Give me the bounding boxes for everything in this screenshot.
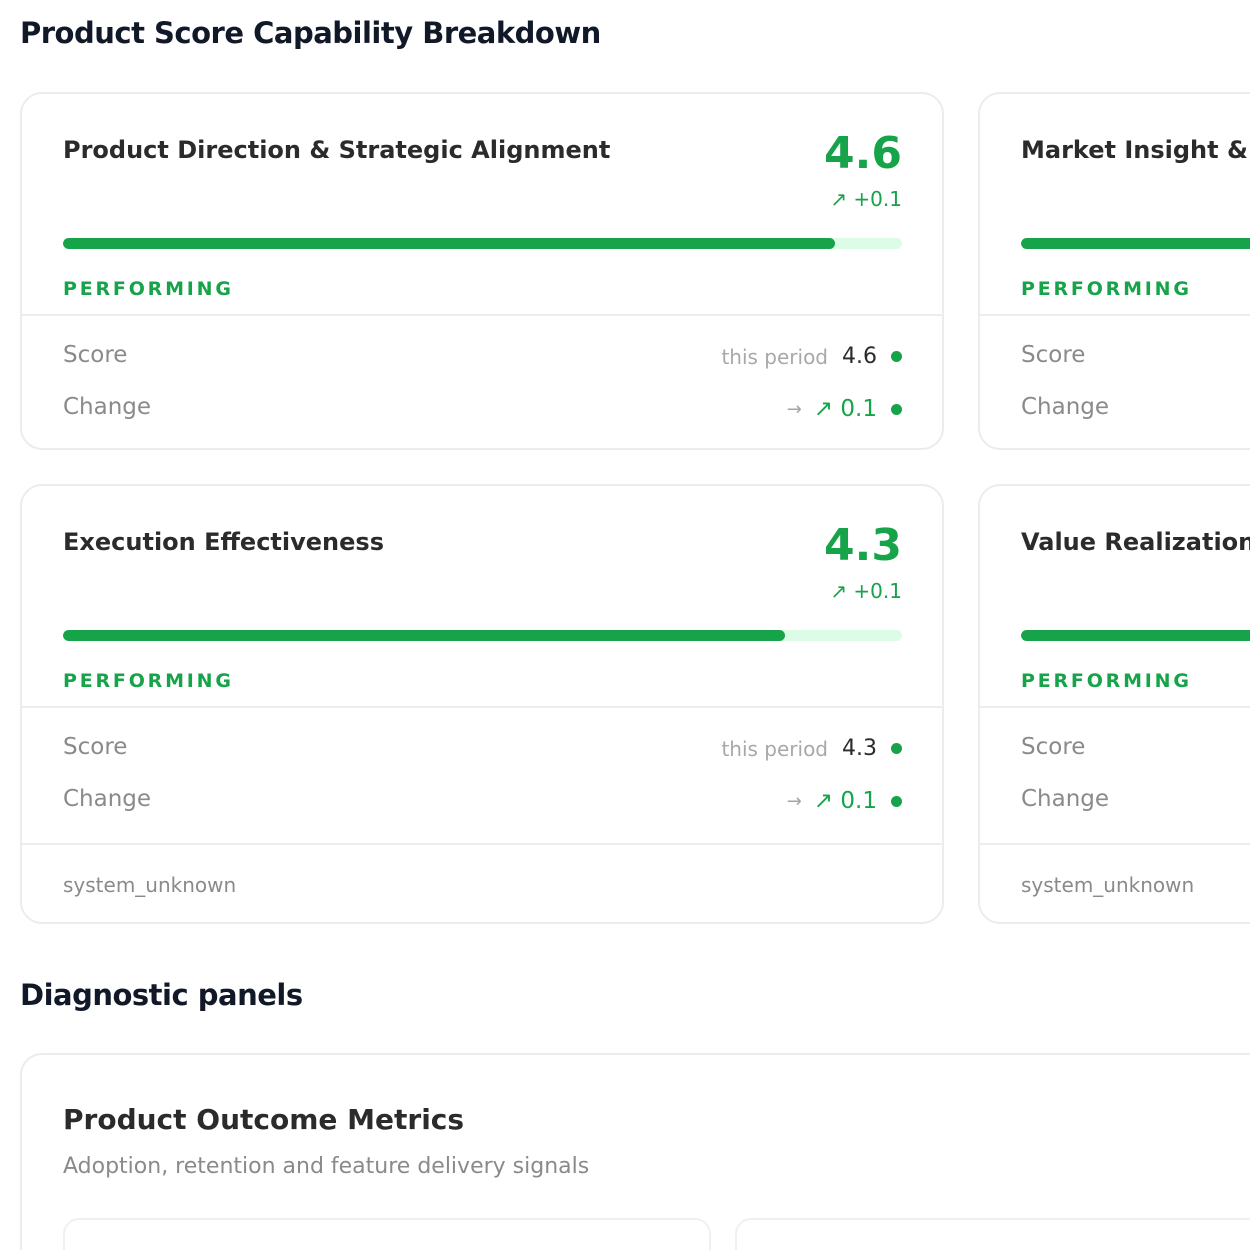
card-delta: ↗ +0.1 [830, 579, 902, 603]
status-dot-icon [891, 403, 902, 415]
progress-fill [1021, 238, 1250, 249]
divider [980, 706, 1250, 708]
score-label: Score [1021, 734, 1086, 760]
score-label: Score [63, 342, 128, 368]
progress-fill [63, 630, 785, 641]
change-label: Change [63, 394, 152, 420]
card-score: 4.3 [824, 520, 902, 571]
divider [980, 843, 1250, 845]
score-value: 4.3 [842, 736, 877, 761]
score-label: Score [63, 734, 128, 760]
diagnostic-panel-product-outcome: Product Outcome Metrics Adoption, retent… [20, 1053, 1250, 1250]
metric-card[interactable] [63, 1218, 711, 1250]
score-label: Score [1021, 342, 1086, 368]
status-label: PERFORMING [63, 278, 234, 300]
change-row: Change [1021, 394, 1250, 424]
progress-track [63, 238, 902, 249]
card-footer-source: system_unknown [63, 873, 237, 897]
card-footer-source: system_unknown [1021, 873, 1195, 897]
card-title: Execution Effectiveness [63, 528, 384, 556]
status-dot-icon [891, 795, 902, 807]
period-label: this period [721, 736, 828, 761]
capability-card-market-insight[interactable]: Market Insight & S PERFORMING Score Chan… [978, 92, 1250, 450]
card-delta: ↗ +0.1 [830, 187, 902, 211]
score-row: Score [1021, 342, 1250, 372]
diagnostic-section-title: Diagnostic panels [20, 978, 303, 1012]
change-row: Change → ↗ 0.1 [63, 786, 902, 816]
status-label: PERFORMING [63, 670, 234, 692]
change-row: Change → ↗ 0.1 [63, 394, 902, 424]
progress-track [1021, 630, 1250, 641]
progress-track [63, 630, 902, 641]
panel-subtitle: Adoption, retention and feature delivery… [63, 1154, 590, 1179]
change-label: Change [1021, 394, 1110, 420]
card-score: 4.6 [824, 128, 902, 179]
change-label: Change [1021, 786, 1110, 812]
change-value: ↗ 0.1 [813, 396, 877, 422]
capability-card-execution-effectiveness[interactable]: Execution Effectiveness 4.3 ↗ +0.1 PERFO… [20, 484, 944, 924]
card-title: Product Direction & Strategic Alignment [63, 136, 611, 164]
panel-title: Product Outcome Metrics [63, 1103, 465, 1136]
status-label: PERFORMING [1021, 278, 1192, 300]
change-value: ↗ 0.1 [813, 788, 877, 814]
change-label: Change [63, 786, 152, 812]
score-row: Score [1021, 734, 1250, 764]
progress-fill [1021, 630, 1250, 641]
score-value: 4.6 [842, 344, 877, 369]
capability-card-product-direction[interactable]: Product Direction & Strategic Alignment … [20, 92, 944, 450]
status-dot-icon [891, 743, 902, 754]
change-row: Change [1021, 786, 1250, 816]
arrow-right-icon: → [786, 398, 802, 420]
metric-card[interactable] [735, 1218, 1250, 1250]
card-title: Market Insight & S [1021, 136, 1250, 164]
status-dot-icon [891, 351, 902, 362]
divider [980, 314, 1250, 316]
score-row: Score this period 4.6 [63, 342, 902, 372]
divider [22, 314, 942, 316]
status-label: PERFORMING [1021, 670, 1192, 692]
progress-track [1021, 238, 1250, 249]
divider [22, 843, 942, 845]
capability-card-value-realization[interactable]: Value Realization & PERFORMING Score Cha… [978, 484, 1250, 924]
page-title: Product Score Capability Breakdown [20, 16, 601, 50]
card-title: Value Realization & [1021, 528, 1250, 556]
progress-fill [63, 238, 835, 249]
period-label: this period [721, 344, 828, 369]
divider [22, 706, 942, 708]
score-row: Score this period 4.3 [63, 734, 902, 764]
arrow-right-icon: → [786, 790, 802, 812]
